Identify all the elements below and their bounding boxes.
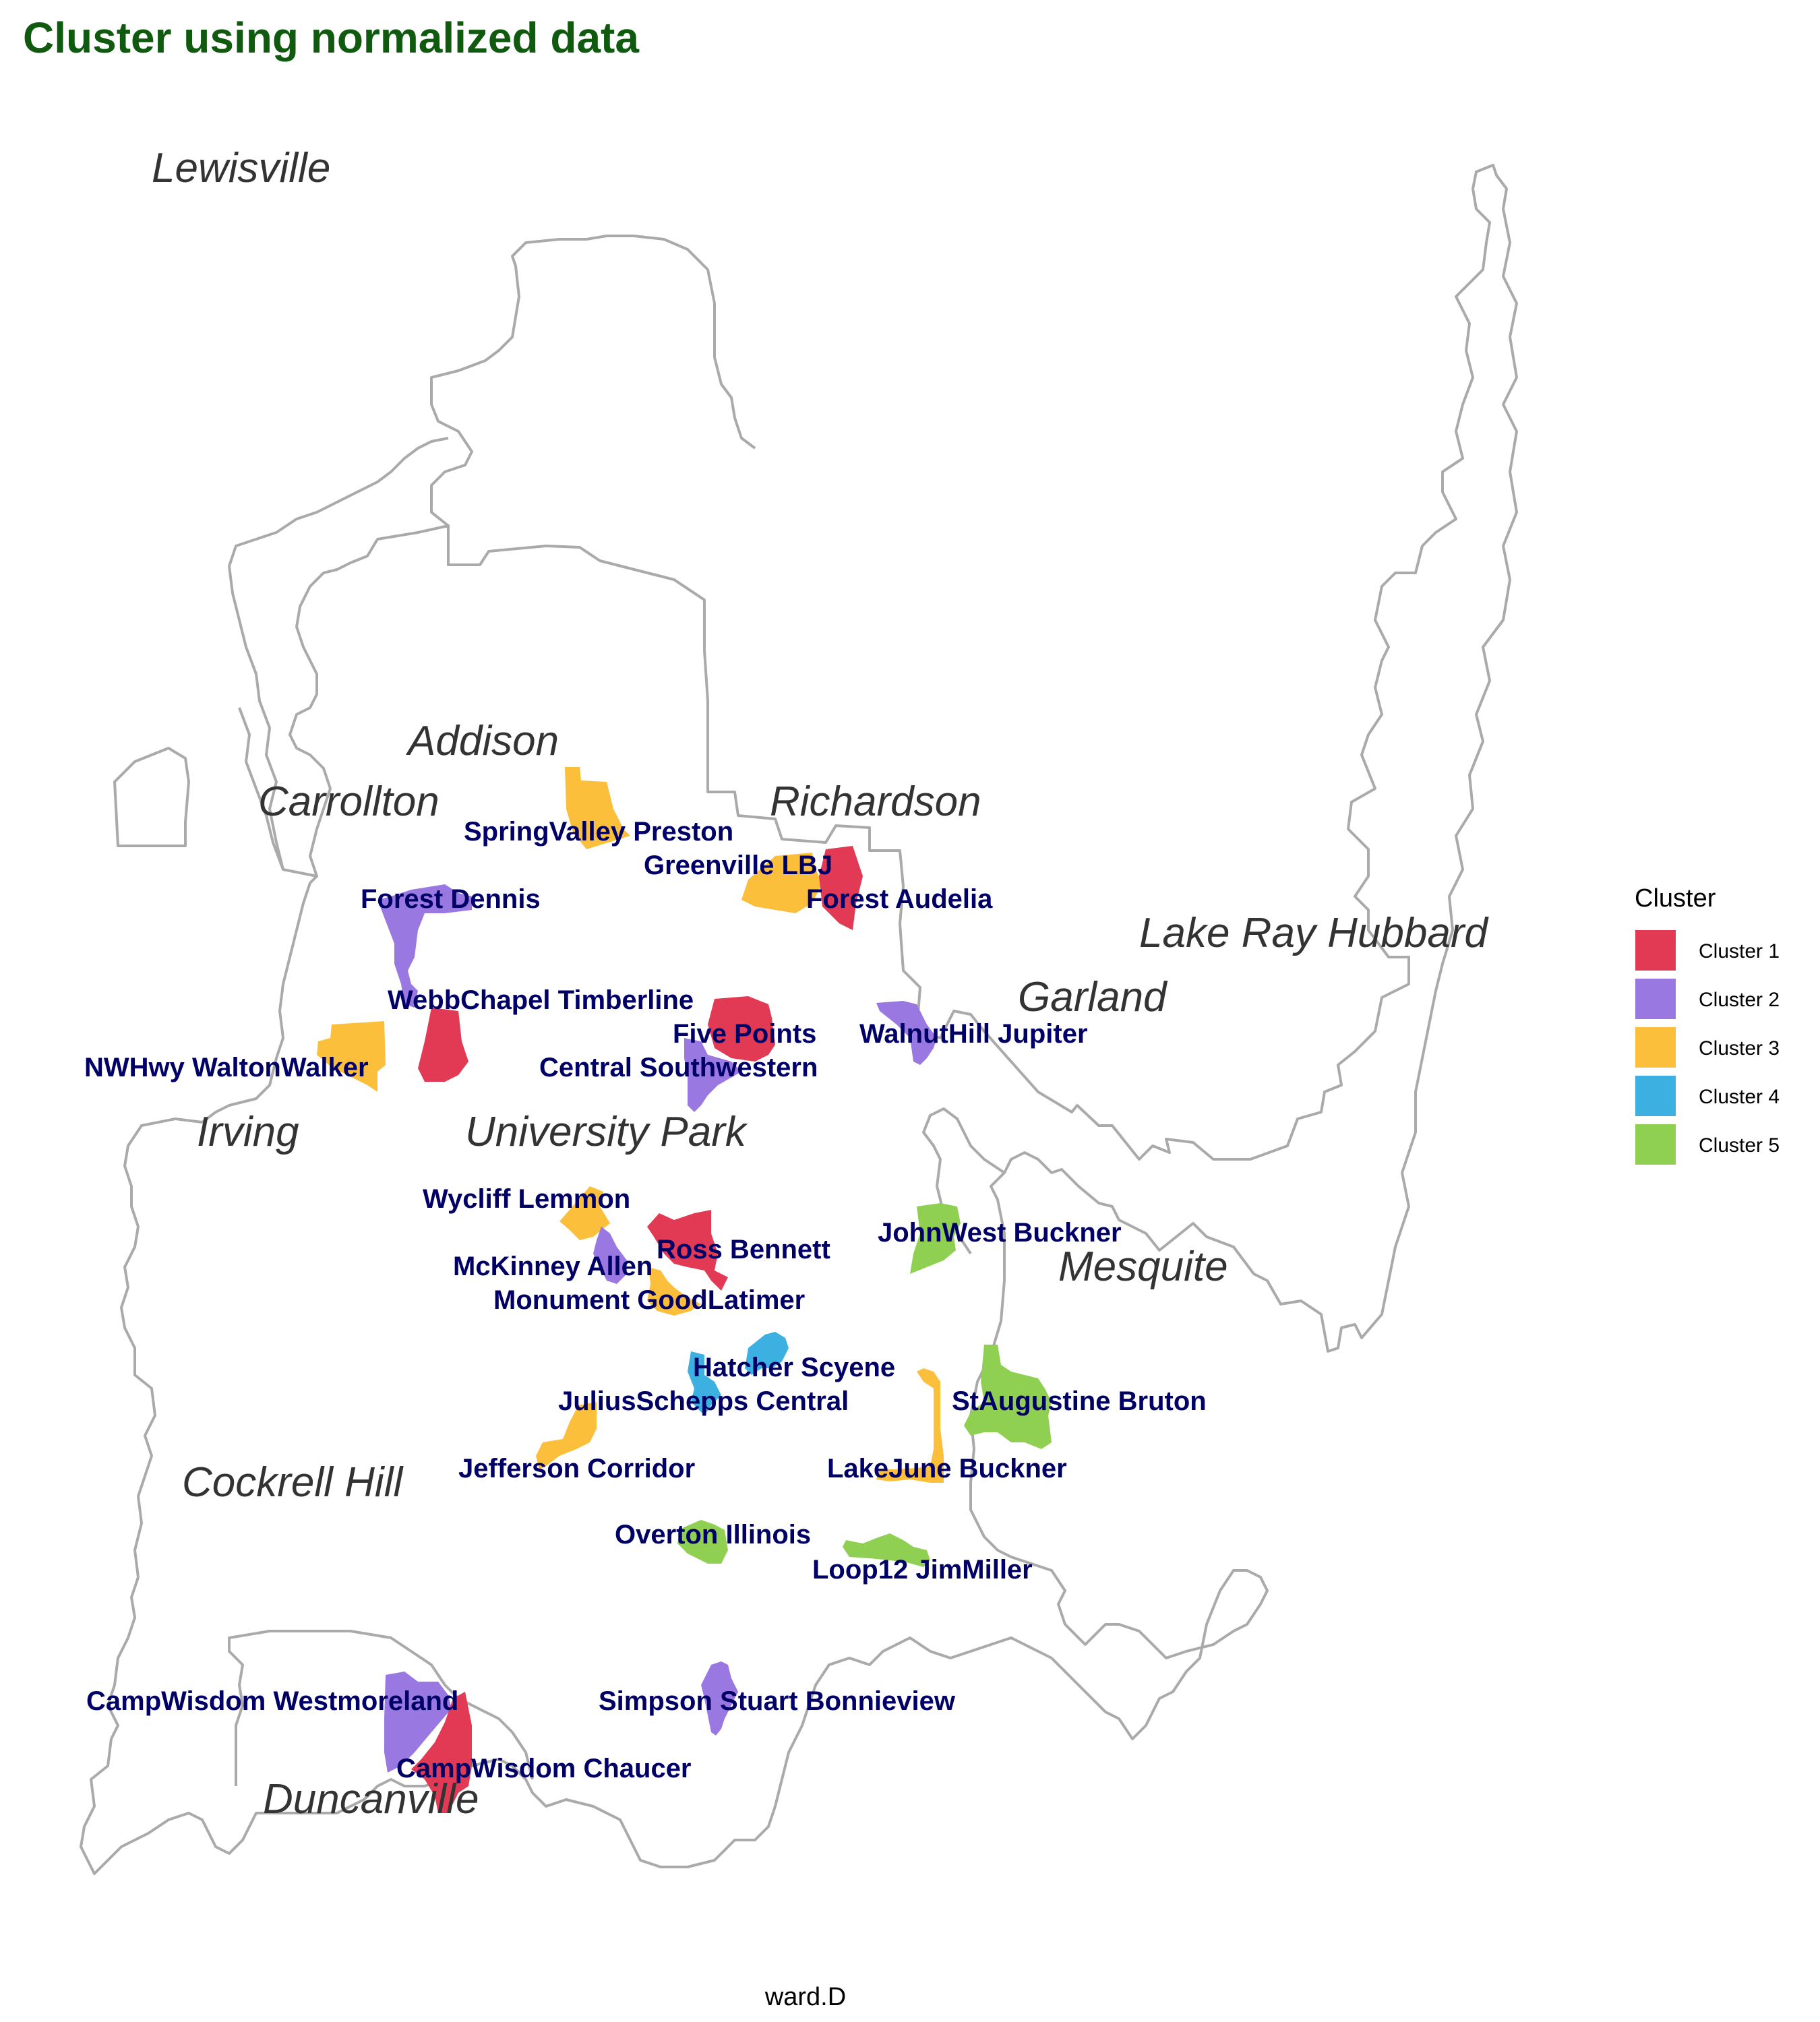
city-boundary	[80, 164, 1518, 1875]
city-richardson: Richardson	[770, 778, 981, 825]
label-staugustine-bruton: StAugustine Bruton	[952, 1386, 1207, 1416]
legend-swatch-cluster-1	[1635, 930, 1676, 971]
city-lake-ray-hubbard: Lake Ray Hubbard	[1139, 910, 1489, 956]
label-jefferson-corridor: Jefferson Corridor	[458, 1454, 695, 1483]
city-duncanville: Duncanville	[263, 1776, 479, 1822]
label-springvalley-preston: SpringValley Preston	[464, 817, 733, 847]
label-webbchapel-timberline: WebbChapel Timberline	[388, 985, 694, 1015]
city-university-park: University Park	[465, 1109, 748, 1155]
region-walnuthill-jupiter[interactable]	[876, 1001, 937, 1065]
legend-swatch-cluster-2	[1635, 979, 1676, 1019]
label-forest-dennis: Forest Dennis	[361, 884, 541, 914]
label-juliusschepps-central: JuliusSchepps Central	[558, 1386, 849, 1416]
region-overton-illinois[interactable]	[677, 1520, 728, 1564]
region-central-southwestern[interactable]	[684, 1038, 741, 1112]
city-garland: Garland	[1018, 974, 1168, 1020]
label-greenville-lbj: Greenville LBJ	[644, 851, 832, 880]
city-cockrell-hill: Cockrell Hill	[182, 1459, 404, 1506]
city-addison: Addison	[405, 718, 559, 764]
label-campwisdom-westmoreland: CampWisdom Westmoreland	[86, 1686, 458, 1716]
region-monument-goodlatimer[interactable]	[647, 1267, 701, 1316]
region-webbchapel-timberline[interactable]	[418, 1008, 468, 1082]
legend-label-cluster-2: Cluster 2	[1699, 989, 1780, 1011]
west-pocket-outline	[113, 747, 190, 847]
region-springvalley-preston[interactable]	[565, 767, 630, 849]
region-campwisdom-westmoreland[interactable]	[384, 1672, 452, 1773]
label-walnuthill-jupiter: WalnutHill Jupiter	[859, 1019, 1088, 1049]
region-ross-bennett[interactable]	[647, 1210, 728, 1291]
label-hatcher-scyene: Hatcher Scyene	[693, 1353, 895, 1382]
legend-title: Cluster	[1635, 884, 1716, 913]
city-carrollton: Carrollton	[258, 778, 439, 825]
region-forest-audelia[interactable]	[819, 846, 863, 930]
northwest-spur-outline	[238, 707, 284, 870]
region-loop12-jimmiller[interactable]	[843, 1533, 930, 1567]
northwest-lobe-outline	[228, 437, 449, 878]
region-lakejune-buckner[interactable]	[876, 1368, 944, 1483]
city-mesquite: Mesquite	[1058, 1244, 1228, 1290]
label-central-southwestern: Central Southwestern	[539, 1053, 818, 1082]
label-mckinney-allen: McKinney Allen	[453, 1252, 653, 1281]
label-simpson-stuart-bonnieview: Simpson Stuart Bonnieview	[599, 1686, 956, 1716]
legend-label-cluster-3: Cluster 3	[1699, 1037, 1780, 1060]
label-johnwest-buckner: JohnWest Buckner	[878, 1218, 1122, 1248]
legend: Cluster Cluster 1 Cluster 2 Cluster 3 Cl…	[1635, 884, 1780, 1165]
region-staugustine-bruton[interactable]	[964, 1345, 1052, 1449]
map-title: Cluster using normalized data	[23, 13, 639, 62]
label-ross-bennett: Ross Bennett	[657, 1235, 830, 1264]
label-loop12-jimmiller: Loop12 JimMiller	[812, 1555, 1033, 1585]
region-juliusschepps-central[interactable]	[688, 1351, 721, 1415]
dallas-boundary-outline	[80, 164, 1518, 1875]
label-wycliff-lemmon: Wycliff Lemmon	[423, 1184, 630, 1214]
label-nwhwy-waltonwalker: NWHwy WaltonWalker	[84, 1053, 369, 1082]
label-campwisdom-chaucer: CampWisdom Chaucer	[396, 1754, 692, 1783]
region-nwhwy-waltonwalker[interactable]	[317, 1021, 386, 1092]
city-lewisville: Lewisville	[152, 145, 330, 191]
label-lakejune-buckner: LakeJune Buckner	[827, 1454, 1067, 1483]
legend-swatch-cluster-3	[1635, 1027, 1676, 1068]
region-hatcher-scyene[interactable]	[745, 1332, 789, 1375]
legend-label-cluster-1: Cluster 1	[1699, 940, 1780, 962]
cluster-regions	[317, 767, 1052, 1813]
legend-swatch-cluster-4	[1635, 1076, 1676, 1116]
city-names: Lewisville Addison Carrollton Richardson…	[152, 145, 1489, 1822]
label-monument-goodlatimer: Monument GoodLatimer	[493, 1285, 805, 1315]
region-simpson-stuart-bonnieview[interactable]	[701, 1661, 738, 1736]
region-wycliff-lemmon[interactable]	[559, 1186, 610, 1240]
legend-swatch-cluster-5	[1635, 1124, 1676, 1165]
region-johnwest-buckner[interactable]	[910, 1203, 961, 1274]
region-jefferson-corridor[interactable]	[536, 1402, 597, 1469]
region-campwisdom-chaucer[interactable]	[411, 1692, 472, 1813]
region-five-points[interactable]	[708, 996, 775, 1062]
north-finger-outline	[430, 235, 756, 565]
label-forest-audelia: Forest Audelia	[806, 884, 993, 914]
caption: ward.D	[764, 1983, 846, 2011]
region-greenville-lbj[interactable]	[741, 853, 822, 913]
southwest-inner-outline	[228, 1630, 534, 1786]
region-mckinney-allen[interactable]	[593, 1227, 627, 1284]
label-overton-illinois: Overton Illinois	[615, 1520, 811, 1550]
legend-label-cluster-4: Cluster 4	[1699, 1086, 1780, 1108]
legend-label-cluster-5: Cluster 5	[1699, 1134, 1780, 1157]
area-labels: SpringValley Preston Greenville LBJ Fore…	[84, 817, 1207, 1783]
label-five-points: Five Points	[673, 1019, 816, 1049]
city-irving: Irving	[197, 1109, 299, 1155]
region-forest-dennis[interactable]	[377, 884, 472, 1008]
